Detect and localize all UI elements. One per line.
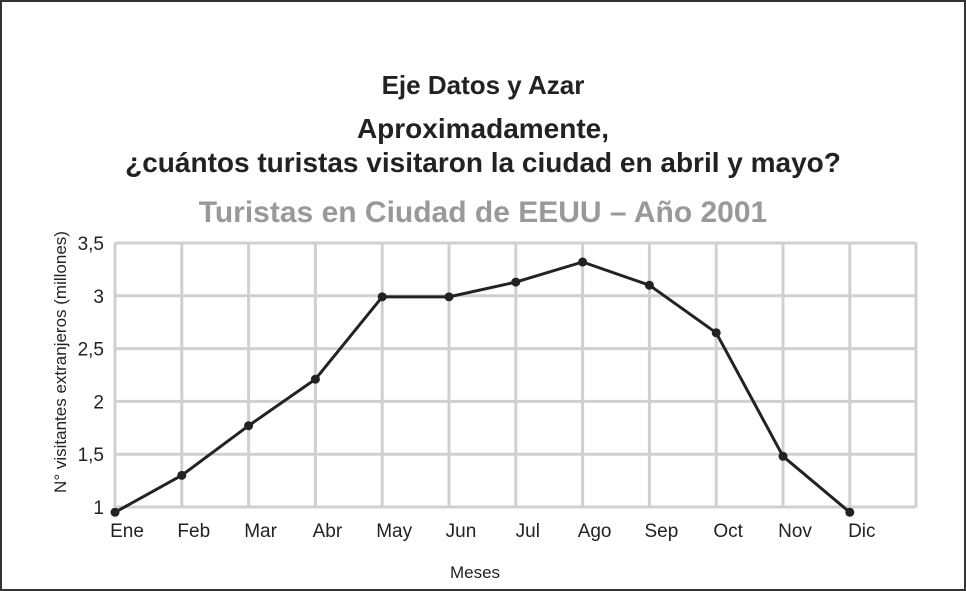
x-tick-label: Jun <box>446 521 477 542</box>
x-tick-label: Abr <box>313 521 343 542</box>
x-tick-label: Sep <box>644 521 678 542</box>
x-axis-label: Meses <box>450 563 500 582</box>
y-tick-label: 1 <box>93 498 104 519</box>
y-axis-label: N° visitantes extranjeros (millones) <box>51 231 70 493</box>
x-tick-label: May <box>376 521 412 542</box>
question-line-1: Aproximadamente, <box>356 113 610 144</box>
series <box>110 257 855 517</box>
data-point <box>644 280 654 290</box>
x-tick-label: Dic <box>848 521 875 542</box>
data-point <box>778 451 788 461</box>
series-line <box>114 260 851 514</box>
x-tick-label: Feb <box>177 521 210 542</box>
data-point <box>377 292 387 302</box>
x-tick-label: Nov <box>778 521 812 542</box>
y-tick-label: 2,5 <box>78 340 104 361</box>
data-point <box>711 328 721 338</box>
x-tick-label: Oct <box>713 521 743 542</box>
y-tick-label: 3,5 <box>78 234 104 255</box>
x-tick-label: Mar <box>244 521 277 542</box>
x-tick-label: Jul <box>516 521 540 542</box>
data-point <box>177 470 187 480</box>
y-tick-label: 1,5 <box>78 445 104 466</box>
question-line-2: ¿cuántos turistas visitaron la ciudad en… <box>125 147 841 178</box>
tick-labels: 1 1,5 2 2,5 3 3,5 Ene Feb Mar Abr May Jun Jul Ago Sep O… <box>78 234 876 542</box>
x-tick-label: Ene <box>110 521 144 542</box>
data-point <box>845 507 855 517</box>
y-tick-label: 2 <box>93 392 104 413</box>
data-point <box>444 292 454 302</box>
y-tick-label: 3 <box>93 287 104 308</box>
x-tick-label: Ago <box>578 521 612 542</box>
data-point <box>511 277 521 287</box>
header-subject: Eje Datos y Azar <box>381 70 585 100</box>
data-point <box>244 421 254 431</box>
data-point <box>110 507 120 517</box>
chart-title: Turistas en Ciudad de EEUU – Año 2001 <box>198 196 768 229</box>
data-point <box>310 374 320 384</box>
data-point <box>578 257 588 267</box>
